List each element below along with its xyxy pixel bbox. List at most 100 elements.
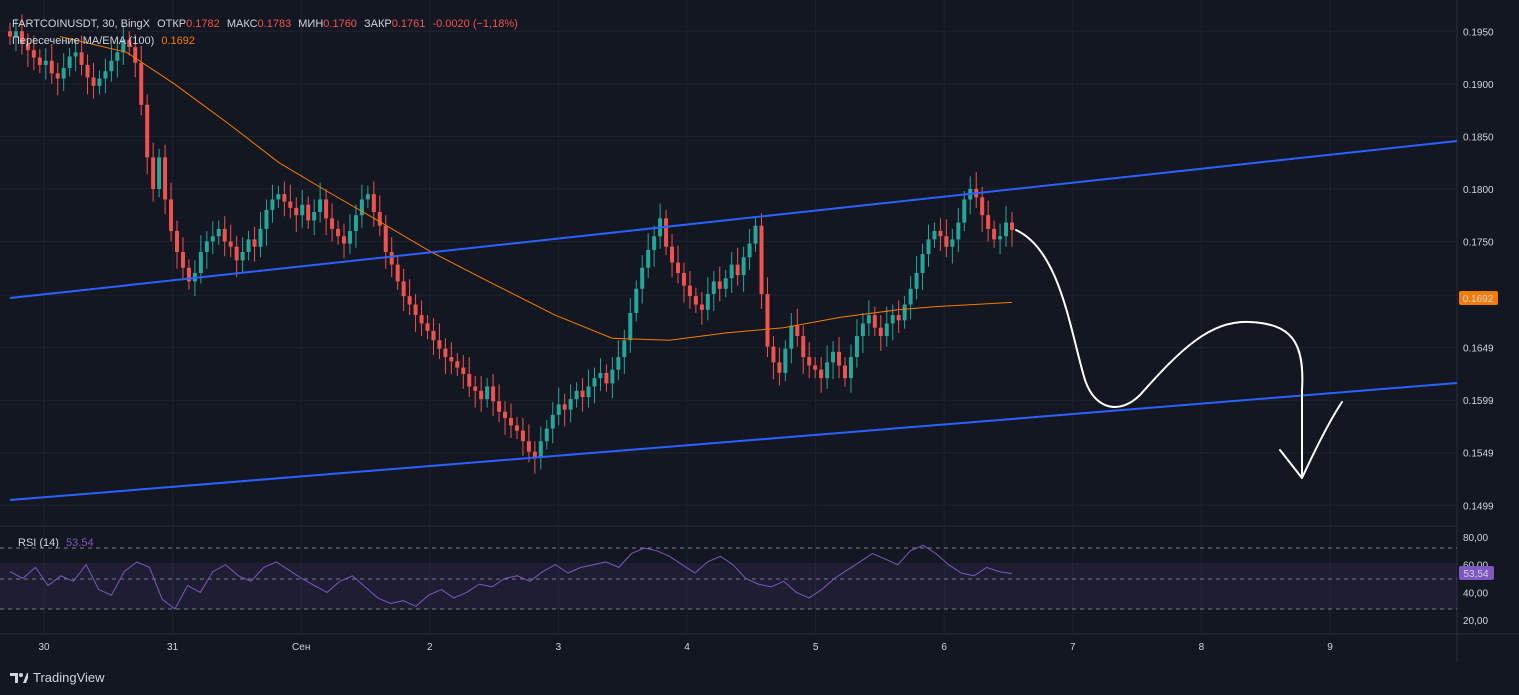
candle-body[interactable] [980,197,985,216]
candle-body[interactable] [753,225,758,244]
candle-body[interactable] [998,236,1003,240]
candle-body[interactable] [103,71,108,79]
candle-body[interactable] [437,340,442,349]
candle-body[interactable] [544,428,549,442]
candle-body[interactable] [276,194,281,200]
candle-body[interactable] [186,267,191,282]
candle-body[interactable] [109,60,114,72]
ma-ema-line[interactable] [59,36,1013,341]
candle-body[interactable] [306,204,311,221]
candle-body[interactable] [204,241,209,252]
channel-lower-line[interactable] [9,382,1458,501]
candle-body[interactable] [127,39,132,48]
candle-body[interactable] [825,362,830,379]
candle-body[interactable] [455,361,460,368]
candle-body[interactable] [312,212,317,221]
candle-body[interactable] [163,157,168,200]
candle-body[interactable] [962,199,967,223]
symbol-interval[interactable]: 30 [102,18,115,30]
tradingview-logo[interactable]: TradingView [10,670,105,685]
candle-body[interactable] [878,327,883,337]
time-axis[interactable]: 30 31 Сен 2 3 4 5 6 7 8 9 [38,642,1333,653]
candle-body[interactable] [723,278,728,289]
candle-body[interactable] [771,346,776,363]
symbol-name[interactable]: FARTCOINUSDT [12,18,97,30]
candle-body[interactable] [413,304,418,316]
candle-body[interactable] [693,296,698,305]
candle-body[interactable] [288,201,293,208]
candle-body[interactable] [473,386,478,391]
candle-body[interactable] [580,390,585,398]
candle-body[interactable] [866,315,871,324]
candle-body[interactable] [520,430,525,442]
candle-body[interactable] [198,251,203,274]
candle-body[interactable] [944,236,949,247]
candle-body[interactable] [401,281,406,297]
candle-body[interactable] [926,239,931,255]
symbol-legend[interactable]: FARTCOINUSDT, 30, BingX ОТКР0.1782 МАКС0… [12,18,518,30]
candle-body[interactable] [956,222,961,240]
candlestick-series[interactable] [8,14,1014,474]
candle-body[interactable] [526,441,531,452]
candle-body[interactable] [1010,222,1014,230]
candle-body[interactable] [664,218,669,247]
candle-body[interactable] [240,251,245,261]
candle-body[interactable] [145,104,150,158]
candle-body[interactable] [216,228,221,237]
candle-body[interactable] [91,77,96,86]
candle-body[interactable] [419,315,424,324]
candle-body[interactable] [175,230,179,252]
candle-body[interactable] [252,239,257,247]
candle-body[interactable] [616,357,621,370]
candle-body[interactable] [389,251,394,265]
candle-body[interactable] [330,218,335,229]
candle-body[interactable] [592,378,597,387]
candle-body[interactable] [264,209,269,229]
candle-body[interactable] [646,249,651,268]
candle-body[interactable] [938,230,943,237]
candle-body[interactable] [705,294,710,310]
candle-body[interactable] [425,323,430,331]
candle-body[interactable] [556,404,561,415]
candle-body[interactable] [407,296,412,305]
candle-body[interactable] [479,390,484,400]
candle-body[interactable] [234,246,239,261]
candle-body[interactable] [801,336,806,358]
candle-body[interactable] [169,199,174,231]
candle-body[interactable] [300,204,305,216]
candle-body[interactable] [652,236,657,250]
candle-body[interactable] [37,57,42,65]
candle-body[interactable] [729,264,734,279]
candle-body[interactable] [431,330,436,341]
candle-body[interactable] [550,414,555,429]
candle-body[interactable] [568,399,573,410]
candle-body[interactable] [902,304,907,321]
candle-body[interactable] [347,230,352,244]
candle-body[interactable] [25,43,30,51]
candle-body[interactable] [562,404,567,410]
candle-body[interactable] [854,336,859,358]
candle-body[interactable] [55,73,60,79]
candle-body[interactable] [992,228,997,240]
rsi-line[interactable] [9,544,1013,610]
candle-body[interactable] [443,348,448,358]
candle-body[interactable] [49,60,54,74]
candle-body[interactable] [115,52,120,61]
candle-body[interactable] [986,215,991,229]
candle-body[interactable] [574,390,579,400]
candle-body[interactable] [837,351,842,366]
candle-body[interactable] [813,365,818,370]
channel-upper-line[interactable] [9,140,1458,299]
candle-body[interactable] [890,315,895,324]
candle-body[interactable] [395,264,400,282]
candle-body[interactable] [795,325,800,337]
candle-body[interactable] [509,418,513,426]
forecast-arrow-drawing[interactable] [1015,229,1343,479]
candle-body[interactable] [640,267,645,289]
candle-body[interactable] [670,246,675,263]
candle-body[interactable] [741,257,746,276]
candle-body[interactable] [449,357,454,362]
candle-body[interactable] [336,228,341,237]
candle-body[interactable] [687,285,692,297]
